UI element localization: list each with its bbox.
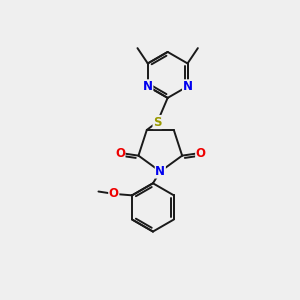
Text: O: O xyxy=(109,188,119,200)
Text: N: N xyxy=(155,165,165,178)
Text: N: N xyxy=(183,80,193,93)
Text: N: N xyxy=(143,80,153,93)
Text: O: O xyxy=(115,147,125,160)
Text: O: O xyxy=(196,147,206,160)
Text: S: S xyxy=(153,116,162,128)
